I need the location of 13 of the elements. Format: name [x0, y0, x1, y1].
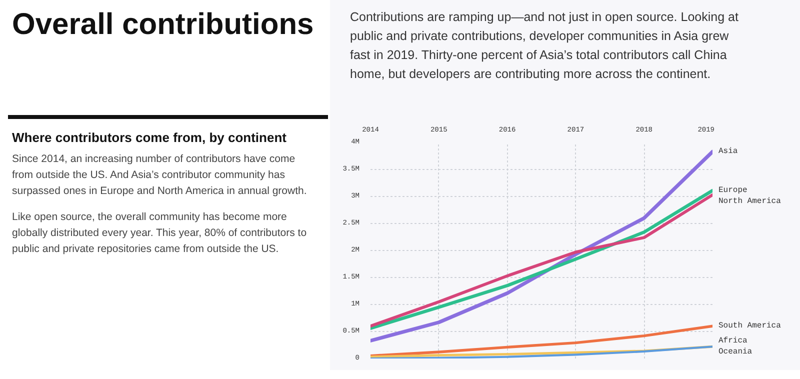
series-label: Oceania	[718, 348, 752, 357]
series-label: Europe	[718, 186, 748, 196]
chart-subtitle: Contributions are ramping up—and not just in open source. Looking at public and private contributions, developer communities in Asia grew fast in 2019. Thirty-one percent of Asia’s total contributors call China home, but developers are contributing more across the continent.	[350, 9, 740, 83]
line-series	[370, 150, 712, 342]
chart-title: Overall contributions	[12, 7, 314, 43]
series-label: Africa	[718, 336, 748, 346]
line-series	[370, 324, 712, 358]
text: Since 2014, an increasing number of contributors have come from outside the US. And Asia’s contributor community has surpassed ones in Europe and North America in annual growth.	[12, 152, 308, 199]
text: Where contributors come from, by continent	[12, 129, 286, 147]
text: Like open source, the overall community has become more globally distributed every year. This year, 80% of contributors to public and private repositories came from outside the US.	[12, 210, 308, 257]
series-label: Asia	[718, 147, 738, 156]
series-label: North America	[718, 196, 782, 206]
series-label: South America	[718, 322, 782, 331]
